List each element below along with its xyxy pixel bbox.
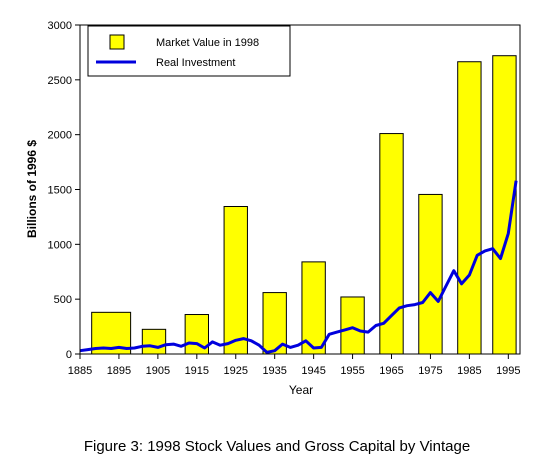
y-tick-label-4: 2000 [48,130,72,142]
x-tick-label-0: 1885 [68,365,92,377]
bar-9 [457,61,482,355]
x-tick-label-3: 1915 [185,365,209,377]
y-tick-label-0: 0 [66,349,72,361]
real-investment-line [79,180,518,354]
y-tick-label-2: 1000 [48,239,72,251]
legend-bar-swatch [109,34,125,50]
y-tick-label-1: 500 [54,294,72,306]
bar-6 [340,296,365,355]
x-tick-label-7: 1955 [340,365,364,377]
y-tick-label-5: 2500 [48,75,72,87]
y-tick-label-3: 1500 [48,185,72,197]
axes-group: 0 500 1000 1500 2000 2500 3000 1885 1895 1905 1915… [48,20,521,377]
bar-7 [379,133,404,355]
bars-group [91,55,517,355]
bar-1 [141,328,167,355]
x-tick-label-2: 1905 [146,365,170,377]
legend: Market Value in 1998 Real Investment [87,25,291,77]
bar-3 [223,205,248,355]
chart: 0 500 1000 1500 2000 2500 3000 1885 1895 1905 1915… [25,20,521,397]
x-tick-label-9: 1975 [418,365,442,377]
x-tick-label-5: 1935 [262,365,286,377]
x-tick-label-6: 1945 [301,365,325,377]
x-tick-label-4: 1925 [224,365,248,377]
legend-label-market-value: Market Value in 1998 [156,37,259,49]
y-axis-title: Billions of 1996 $ [25,140,39,238]
figure-caption: Figure 3: 1998 Stock Values and Gross Ca… [83,438,471,455]
x-tick-label-10: 1985 [457,365,481,377]
x-tick-label-8: 1965 [379,365,403,377]
bar-8 [418,193,443,355]
x-tick-label-1: 1895 [107,365,131,377]
x-axis-title: Year [289,383,313,397]
line-layer [79,180,518,354]
legend-label-real-investment: Real Investment [156,57,235,69]
x-tick-label-11: 1995 [496,365,520,377]
y-tick-label-6: 3000 [48,20,72,32]
legend-box [87,25,291,77]
